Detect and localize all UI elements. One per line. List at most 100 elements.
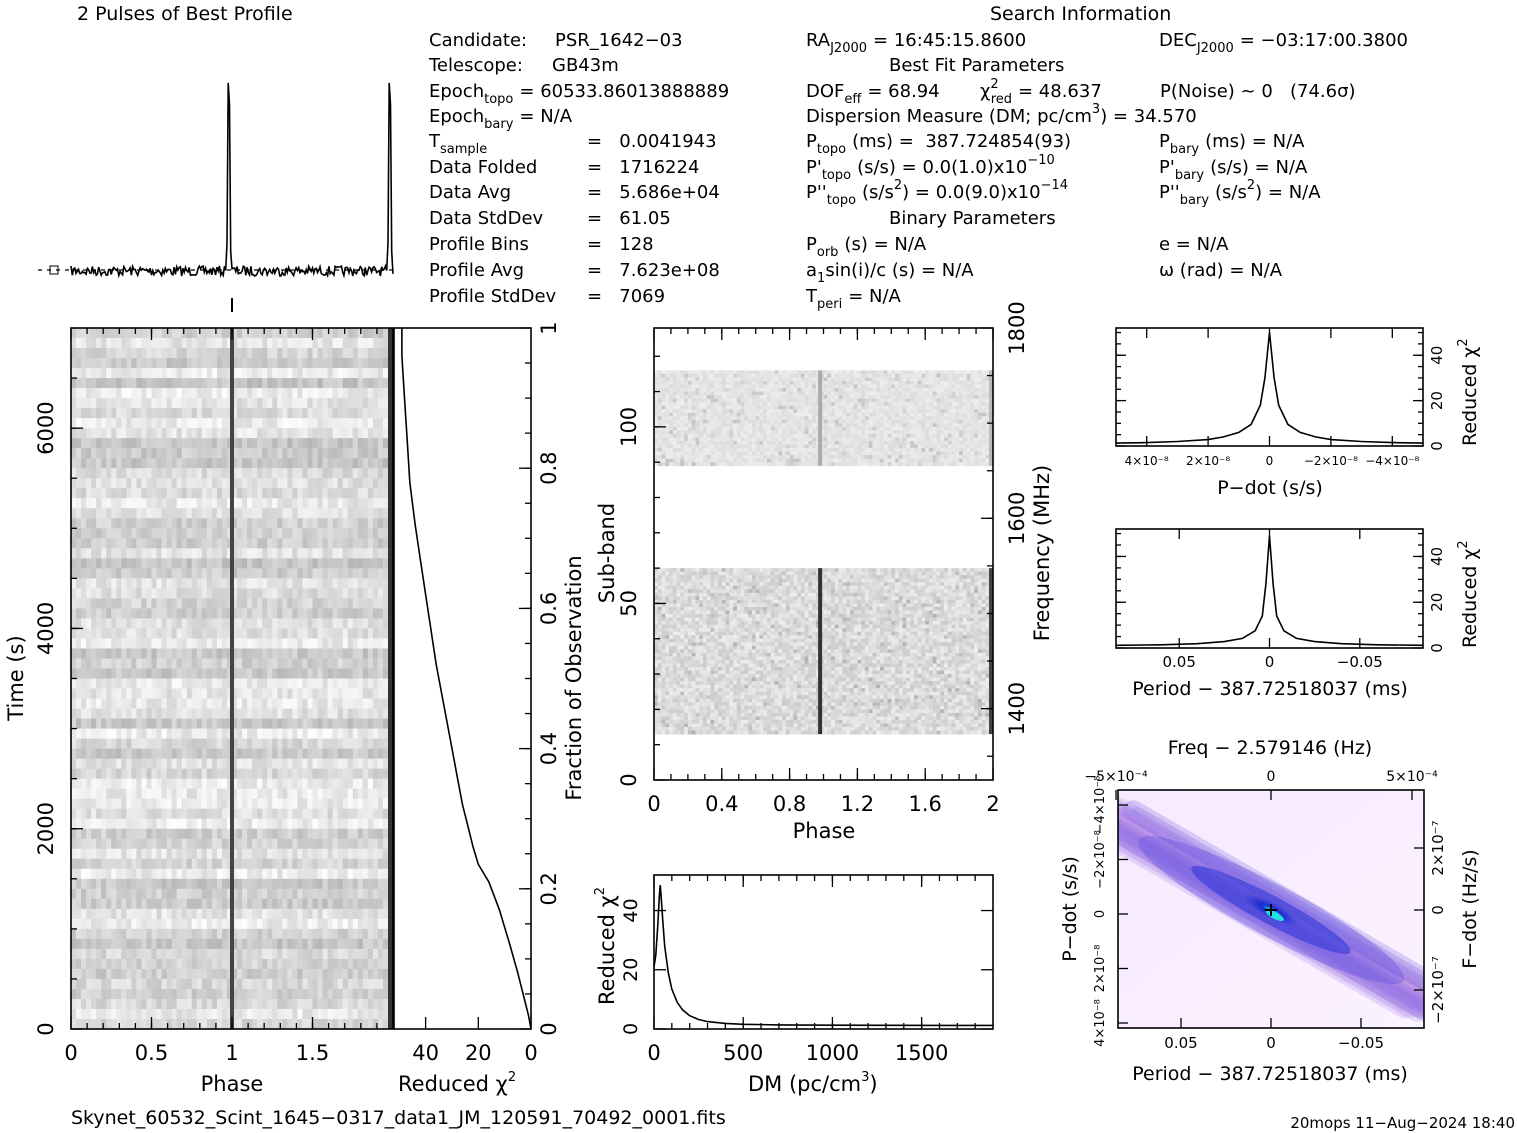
heatmap-cell bbox=[252, 878, 258, 890]
subband-cell bbox=[834, 578, 839, 583]
heatmap-cell bbox=[252, 578, 258, 589]
heatmap-cell bbox=[121, 788, 127, 800]
subband-cell bbox=[676, 571, 681, 576]
heatmap-cell bbox=[317, 358, 324, 369]
heatmap-cell bbox=[156, 928, 163, 940]
heatmap-cell bbox=[131, 918, 137, 930]
heatmap-cell bbox=[362, 988, 369, 1000]
search-info-title: Search Information bbox=[990, 3, 1171, 25]
heatmap-cell bbox=[362, 658, 369, 669]
heatmap-cell bbox=[362, 468, 369, 479]
heatmap-cell bbox=[352, 968, 359, 980]
heatmap-cell bbox=[242, 768, 248, 780]
heatmap-cell bbox=[86, 798, 92, 810]
subband-cell bbox=[684, 571, 689, 576]
heatmap-cell bbox=[121, 448, 127, 459]
heatmap-cell bbox=[367, 688, 374, 700]
heatmap-cell bbox=[226, 568, 233, 579]
heatmap-cell bbox=[191, 868, 198, 880]
heatmap-cell bbox=[252, 608, 258, 619]
heatmap-cell bbox=[101, 348, 107, 359]
heatmap-cell bbox=[242, 568, 248, 579]
heatmap-cell bbox=[242, 808, 248, 820]
heatmap-cell bbox=[86, 1008, 92, 1020]
heatmap-cell bbox=[347, 578, 354, 589]
heatmap-cell bbox=[267, 358, 273, 369]
heatmap-cell bbox=[297, 778, 303, 790]
heatmap-cell bbox=[232, 578, 238, 589]
heatmap-cell bbox=[357, 418, 364, 429]
heatmap-cell bbox=[277, 588, 283, 599]
heatmap-cell bbox=[161, 548, 168, 559]
heatmap-cell bbox=[232, 788, 238, 800]
heatmap-cell bbox=[287, 758, 293, 770]
heatmap-cell bbox=[71, 668, 77, 679]
heatmap-cell bbox=[206, 398, 213, 409]
heatmap-cell bbox=[101, 338, 107, 349]
heatmap-cell bbox=[181, 748, 188, 760]
heatmap-cell bbox=[302, 668, 308, 679]
heatmap-cell bbox=[176, 798, 183, 810]
heatmap-cell bbox=[86, 778, 92, 790]
heatmap-cell bbox=[302, 688, 308, 700]
heatmap-cell bbox=[81, 968, 87, 980]
heatmap-cell bbox=[196, 908, 203, 920]
heatmap-cell bbox=[317, 488, 324, 499]
heatmap-cell bbox=[262, 898, 268, 910]
heatmap-cell bbox=[161, 998, 168, 1010]
heatmap-cell bbox=[161, 708, 168, 720]
heatmap-cell bbox=[186, 328, 193, 339]
heatmap-cell bbox=[201, 978, 208, 990]
heatmap-cell bbox=[232, 998, 238, 1010]
heatmap-cell bbox=[282, 898, 288, 910]
heatmap-cell bbox=[221, 718, 228, 730]
heatmap-cell bbox=[317, 848, 324, 860]
heatmap-cell bbox=[347, 368, 354, 379]
heatmap-cell bbox=[106, 938, 112, 950]
heatmap-cell bbox=[302, 678, 308, 690]
heatmap-cell bbox=[347, 768, 354, 780]
heatmap-cell bbox=[136, 988, 142, 1000]
heatmap-cell bbox=[186, 908, 193, 920]
heatmap-cell bbox=[297, 648, 303, 659]
heatmap-cell bbox=[337, 718, 344, 730]
subband-cell bbox=[928, 568, 934, 573]
heatmap-cell bbox=[272, 348, 278, 359]
heatmap-cell bbox=[221, 398, 228, 409]
heatmap-cell bbox=[267, 328, 273, 339]
heatmap-cell bbox=[232, 338, 238, 349]
heatmap-cell bbox=[206, 898, 213, 910]
heatmap-cell bbox=[91, 778, 97, 790]
heatmap-cell bbox=[232, 738, 238, 750]
subband-cell bbox=[932, 575, 937, 580]
heatmap-cell bbox=[282, 488, 288, 499]
subband-cell bbox=[729, 575, 734, 580]
heatmap-cell bbox=[247, 678, 253, 690]
heatmap-cell bbox=[131, 578, 137, 589]
heatmap-cell bbox=[146, 738, 152, 750]
heatmap-cell bbox=[372, 488, 379, 499]
heatmap-cell bbox=[96, 438, 102, 449]
heatmap-cell bbox=[121, 778, 127, 790]
heatmap-cell bbox=[337, 858, 344, 870]
heatmap-cell bbox=[116, 418, 122, 429]
heatmap-cell bbox=[357, 928, 364, 940]
heatmap-cell bbox=[307, 838, 313, 850]
heatmap-cell bbox=[141, 958, 147, 970]
heatmap-cell bbox=[337, 898, 344, 910]
heatmap-cell bbox=[81, 758, 87, 770]
heatmap-cell bbox=[347, 618, 354, 629]
heatmap-cell bbox=[342, 798, 349, 810]
heatmap-cell bbox=[317, 618, 324, 629]
heatmap-cell bbox=[292, 978, 298, 990]
heatmap-cell bbox=[156, 468, 163, 479]
heatmap-cell bbox=[312, 358, 319, 369]
heatmap-cell bbox=[106, 388, 112, 399]
heatmap-cell bbox=[352, 378, 359, 389]
heatmap-cell bbox=[297, 418, 303, 429]
heatmap-cell bbox=[201, 948, 208, 960]
subband-cell bbox=[808, 575, 813, 580]
heatmap-cell bbox=[136, 438, 142, 449]
heatmap-cell bbox=[186, 748, 193, 760]
heatmap-cell bbox=[166, 888, 173, 900]
